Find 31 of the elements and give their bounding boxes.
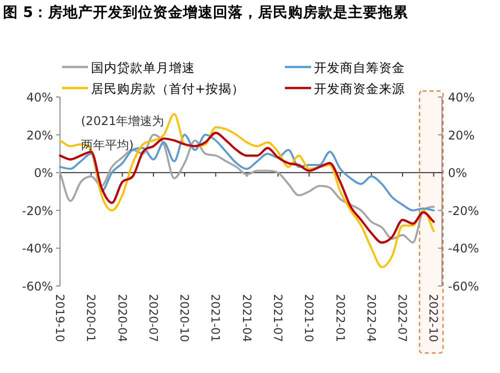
legend-label: 居民购房款（首付+按揭） — [91, 81, 244, 96]
y-tick-label: -40% — [22, 242, 53, 256]
x-tick-label: 2021-04 — [240, 294, 254, 342]
x-tick-label: 2021-10 — [302, 294, 316, 342]
x-tick-label: 2022-01 — [333, 294, 348, 342]
y-tick-label: 40% — [26, 90, 53, 104]
x-tick-label: 2022-07 — [396, 294, 410, 342]
y2-tick-label: -40% — [448, 242, 480, 256]
y-tick-label: 0% — [34, 166, 53, 180]
y2-tick-label: 0% — [448, 166, 468, 180]
y2-tick-label: 20% — [448, 128, 475, 142]
x-tick-label: 2021-01 — [208, 294, 223, 342]
x-tick-label: 2021-07 — [270, 294, 285, 342]
x-tick-label: 2020-10 — [178, 294, 192, 342]
y-tick-label: -60% — [22, 280, 53, 294]
x-tick-label: 2019-10 — [53, 294, 67, 342]
x-tick-label: 2022-04 — [364, 294, 378, 342]
x-tick-label: 2020-01 — [84, 294, 98, 342]
y-tick-label: -20% — [22, 204, 53, 218]
chart-title: 图 5：房地产开发到位资金增速回落，居民购房款是主要拖累 — [3, 3, 410, 21]
y2-tick-label: -60% — [448, 280, 480, 294]
y2-tick-label: -20% — [448, 204, 480, 218]
annotation: (2021年增速为 — [81, 114, 164, 128]
x-tick-label: 2022-10 — [426, 294, 441, 342]
x-tick-label: 2020-04 — [115, 294, 130, 342]
y2-tick-label: 40% — [448, 90, 475, 104]
legend-label: 开发商资金来源 — [314, 81, 405, 96]
legend-label: 开发商自筹资金 — [314, 60, 405, 75]
legend-label: 国内贷款单月增速 — [91, 60, 195, 75]
y-tick-label: 20% — [26, 128, 53, 142]
x-tick-label: 2020-07 — [146, 294, 160, 342]
